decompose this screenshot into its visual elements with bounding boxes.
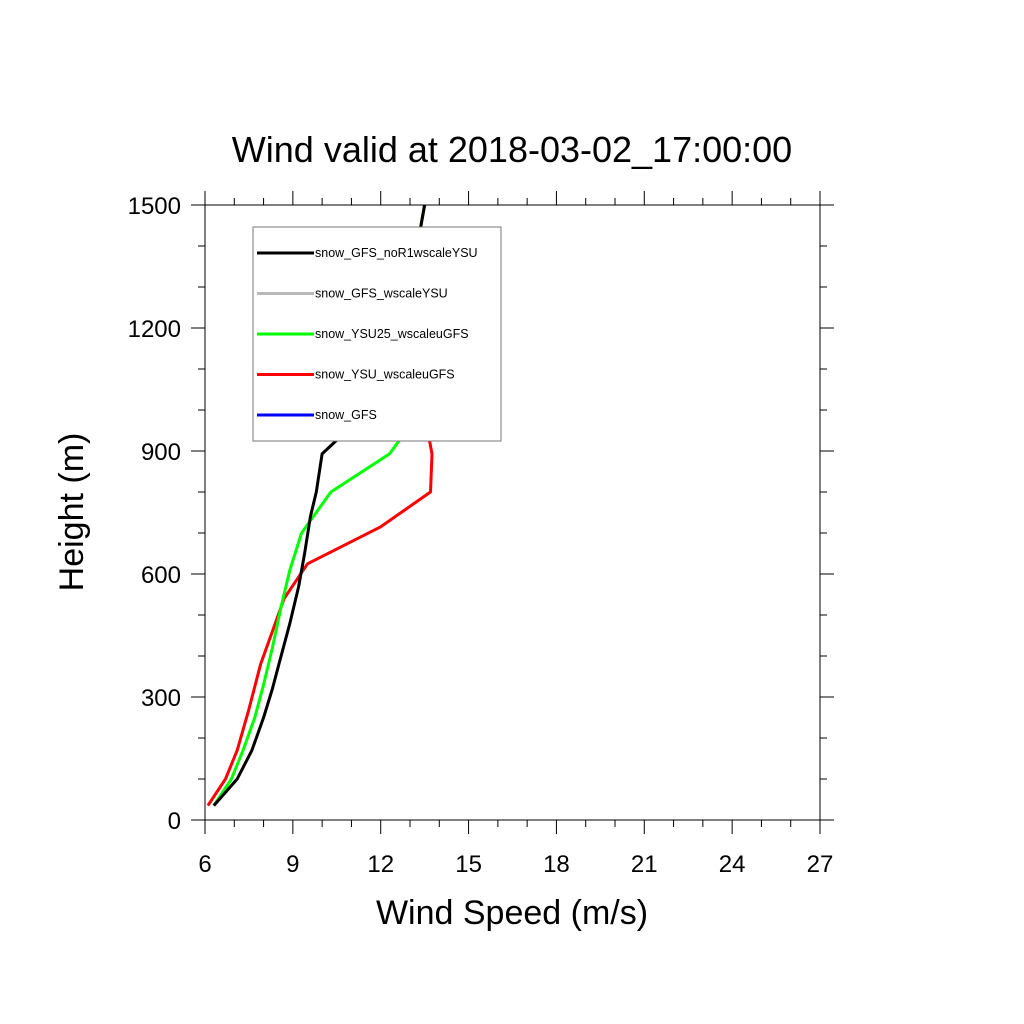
legend-label: snow_GFS [315,408,377,422]
y-tick-label: 600 [141,562,181,589]
x-tick-label: 24 [719,851,746,878]
x-ticks [204,191,821,834]
y-tick-label: 1500 [128,193,181,220]
x-tick-label: 9 [286,851,299,878]
legend-label: snow_YSU25_wscaleuGFS [315,327,469,341]
x-tick-label: 12 [367,851,394,878]
x-tick-label: 15 [455,851,482,878]
legend-label: snow_GFS_wscaleYSU [315,287,448,301]
x-axis-label: Wind Speed (m/s) [376,894,648,932]
legend: snow_GFS_noR1wscaleYSU snow_GFS_wscaleYSU… [252,226,502,442]
chart-title: Wind valid at 2018-03-02_17:00:00 [232,129,792,170]
y-axis-label: Height (m) [53,433,91,592]
y-tick-label: 0 [168,808,181,835]
y-tick-label: 300 [141,685,181,712]
y-tick-labels: 0 300 600 900 1200 1500 [128,193,181,835]
plot-frame [204,204,821,821]
x-tick-labels: 6 9 12 15 18 21 24 27 [198,851,833,878]
y-tick-label: 1200 [128,316,181,343]
x-tick-label: 27 [807,851,834,878]
x-tick-label: 21 [631,851,658,878]
x-tick-label: 18 [543,851,570,878]
y-tick-label: 900 [141,439,181,466]
legend-label: snow_YSU_wscaleuGFS [315,368,455,382]
y-ticks [191,204,834,821]
legend-label: snow_GFS_noR1wscaleYSU [315,246,478,260]
x-tick-label: 6 [198,851,211,878]
